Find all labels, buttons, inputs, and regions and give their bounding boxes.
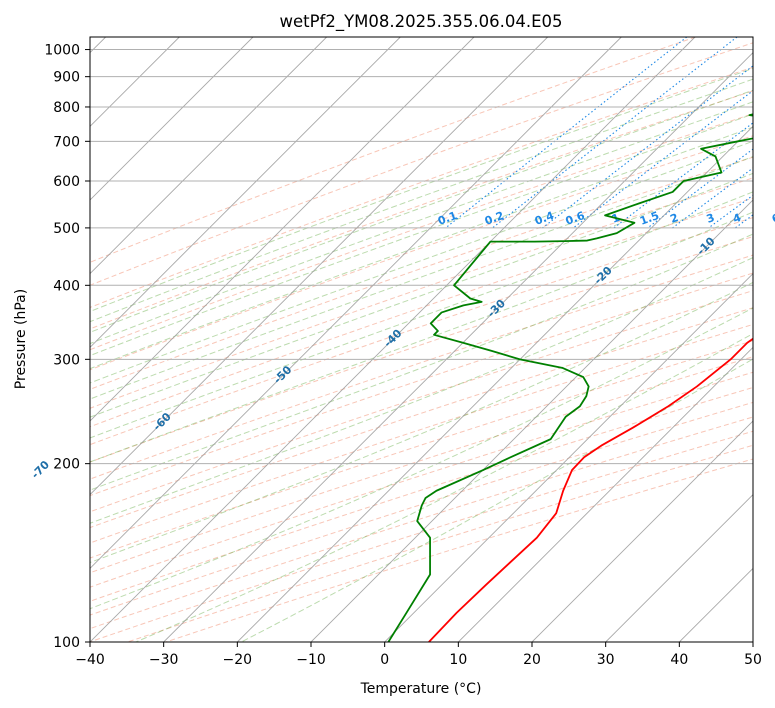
isotherm-line — [90, 37, 696, 642]
mixing-ratio-label: 0.6 — [564, 209, 587, 228]
dry-adiabat — [90, 254, 753, 480]
moist-adiabat — [90, 257, 753, 524]
chart-title: wetPf2_YM08.2025.355.06.04.E05 — [279, 12, 562, 32]
y-tick-label: 300 — [53, 352, 80, 368]
moist-adiabat — [90, 78, 753, 323]
x-tick-label: −30 — [149, 652, 179, 668]
x-tick-label: 20 — [523, 652, 541, 668]
mixing-ratio-label: 0.2 — [483, 209, 506, 228]
mixing-ratio-label: 6 — [770, 211, 775, 226]
isotherm-line — [163, 52, 753, 642]
isotherm-line — [90, 37, 548, 496]
dry-adiabat — [90, 66, 753, 309]
isotherm-line — [310, 199, 753, 642]
moist-adiabat — [90, 113, 753, 357]
moist-adiabat — [135, 333, 753, 642]
dry-adiabat — [90, 290, 753, 513]
mixing-ratio-label: 3 — [705, 211, 717, 226]
moist-adiabat — [90, 101, 753, 345]
x-tick-label: 0 — [380, 652, 389, 668]
dry-adiabat — [90, 156, 753, 390]
dry-adiabat — [90, 113, 753, 351]
mixing-ratio-label: 0.4 — [533, 209, 556, 228]
x-tick-label: −20 — [223, 652, 253, 668]
dry-adiabat — [90, 42, 753, 286]
x-tick-label: −40 — [75, 652, 105, 668]
mixing-ratio-label: 4 — [731, 211, 743, 226]
y-tick-label: 600 — [53, 174, 80, 190]
mixing-ratio-label: 1.5 — [638, 209, 661, 228]
dry-adiabat — [90, 371, 753, 588]
mixing-ratio-label: 2 — [668, 211, 680, 226]
isotherm-line — [90, 37, 622, 569]
mixing-ratio-line — [542, 65, 753, 229]
moist-adiabat — [90, 211, 753, 463]
mixing-ratio-line — [672, 167, 753, 229]
isotherm-line — [90, 37, 254, 201]
dry-adiabat — [90, 307, 753, 529]
y-tick-label: 400 — [53, 278, 80, 294]
moist-adiabat — [90, 67, 753, 313]
x-axis-title: Temperature (°C) — [360, 681, 482, 697]
x-tick-label: 50 — [744, 652, 762, 668]
isotherm-line — [605, 494, 753, 642]
plot-frame — [89, 36, 754, 643]
x-tick-label: 30 — [597, 652, 615, 668]
moist-adiabat — [90, 281, 753, 564]
isotherm-line — [237, 125, 753, 642]
x-tick-label: −10 — [296, 652, 326, 668]
y-tick-label: 800 — [53, 100, 80, 116]
isotherm-line — [458, 346, 753, 642]
moist-adiabat — [90, 156, 753, 400]
y-tick-label: 500 — [53, 221, 80, 237]
axes: −40 −30 −20 −10 0 10 20 30 40 50 1000 900 800 700 600 5… — [44, 43, 762, 668]
isotherm-line — [384, 273, 753, 642]
moist-adiabat — [90, 172, 753, 418]
y-tick-label: 100 — [53, 635, 80, 651]
dry-adiabat — [90, 356, 753, 574]
moist-adiabat — [90, 126, 753, 370]
y-tick-label: 700 — [53, 134, 80, 150]
y-tick-label: 900 — [53, 70, 80, 86]
profile-traces — [387, 113, 753, 642]
y-tick-label: 200 — [53, 457, 80, 473]
isotherm-line — [90, 37, 327, 275]
x-tick-label: 40 — [670, 652, 688, 668]
moist-adiabat — [90, 233, 753, 491]
y-axis-title: Pressure (hPa) — [13, 289, 29, 389]
isotherm-line — [90, 37, 401, 348]
dry-adiabat — [90, 177, 753, 409]
moist-adiabat — [90, 89, 753, 333]
x-tick-label: 10 — [449, 652, 467, 668]
dry-adiabat — [90, 386, 753, 602]
temperature-trace — [428, 337, 753, 642]
dry-adiabat — [90, 340, 753, 559]
dry-adiabat — [90, 272, 753, 497]
y-tick-label: 1000 — [44, 43, 80, 59]
background-lines — [90, 37, 753, 642]
moist-adiabat — [90, 307, 753, 610]
dewpoint-trace — [387, 113, 753, 642]
mixing-ratio-line — [572, 90, 753, 229]
isotherm-line — [531, 420, 753, 642]
mixing-ratio-label: 0.1 — [436, 209, 459, 228]
moist-adiabat — [241, 358, 753, 642]
dry-adiabat — [90, 323, 753, 544]
isotherm-line — [90, 37, 475, 422]
